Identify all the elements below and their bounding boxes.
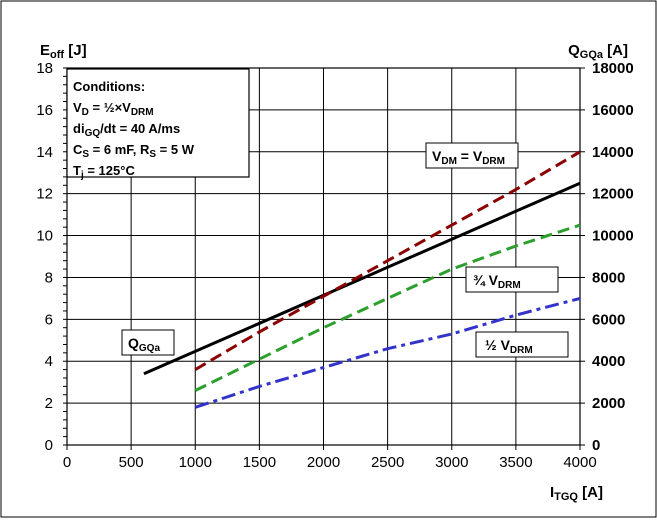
series-line-4 (194, 296, 581, 409)
ticks: 0 500 1000 1500 2000 2500 3000 3500 400002468101… (36, 60, 633, 471)
conditions-box: Conditions: VD = ½×VDRM diGQ/dt = 40 A/m… (66, 68, 250, 181)
y2-tick-label: 6000 (592, 311, 625, 328)
y-tick-label: 8 (45, 269, 53, 286)
y2-tick-label: 16000 (592, 102, 634, 119)
label-three-quarter-vdrm: ¾ VDRM (465, 266, 559, 293)
series-line-2 (194, 150, 581, 371)
x-tick-label: 4000 (563, 454, 596, 471)
y2-tick-label: 8000 (592, 269, 625, 286)
series-line-3 (194, 223, 581, 392)
y-tick-label: 12 (36, 186, 53, 203)
y-axis-title: Eoff [J] (40, 42, 87, 61)
svg-text:VDM = VDRM: VDM = VDRM (432, 148, 505, 167)
series-line-1 (143, 181, 581, 376)
y-tick-label: 6 (45, 311, 53, 328)
conditions-line-cs: CS = 6 mF, RS = 5 W (73, 142, 195, 160)
y-tick-label: 0 (45, 437, 53, 454)
y2-tick-label: 0 (592, 437, 600, 454)
y-tick-label: 4 (45, 353, 53, 370)
x-tick-label: 3500 (499, 454, 532, 471)
y2-tick-label: 12000 (592, 186, 634, 203)
svg-text:QGQa: QGQa (128, 335, 160, 354)
x-tick-label: 2000 (307, 454, 340, 471)
label-half-vdrm: ½ VDRM (475, 331, 569, 358)
x-tick-label: 3000 (435, 454, 468, 471)
conditions-line-vd: VD = ½×VDRM (73, 100, 154, 118)
y2-axis-title: QGQa [A] (568, 42, 628, 61)
x-axis-title: ITGQ [A] (550, 484, 603, 503)
y-tick-label: 2 (45, 395, 53, 412)
x-tick-label: 500 (119, 454, 144, 471)
y2-tick-label: 2000 (592, 395, 625, 412)
x-tick-label: 1500 (243, 454, 276, 471)
series (143, 150, 581, 409)
x-tick-label: 0 (63, 454, 71, 471)
y-tick-label: 16 (36, 102, 53, 119)
conditions-line-di: diGQ/dt = 40 A/ms (73, 121, 180, 139)
x-tick-label: 2500 (371, 454, 404, 471)
y-tick-label: 10 (36, 228, 53, 245)
y-tick-label: 18 (36, 60, 53, 77)
conditions-title: Conditions: (73, 79, 145, 94)
y2-tick-label: 18000 (592, 60, 634, 77)
label-qgqa: QGQa (121, 329, 175, 356)
y-tick-label: 14 (36, 144, 53, 161)
label-vdm-vdrm: VDM = VDRM (425, 142, 519, 169)
svg-text:¾ VDRM: ¾ VDRM (473, 272, 521, 291)
y2-tick-label: 4000 (592, 353, 625, 370)
conditions-line-tj: Tj = 125°C (73, 163, 135, 181)
y2-tick-label: 10000 (592, 228, 634, 245)
svg-text:½ VDRM: ½ VDRM (485, 337, 533, 356)
x-tick-label: 1000 (179, 454, 212, 471)
y2-tick-label: 14000 (592, 144, 634, 161)
